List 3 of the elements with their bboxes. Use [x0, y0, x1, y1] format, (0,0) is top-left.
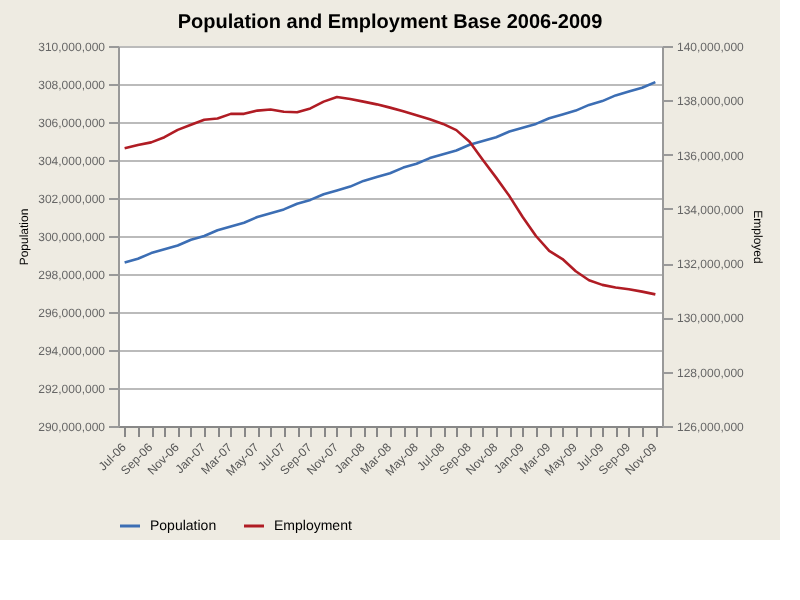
line-series [123, 95, 657, 296]
chart-title: Population and Employment Base 2006-2009 [177, 12, 604, 34]
line-series [123, 80, 657, 264]
